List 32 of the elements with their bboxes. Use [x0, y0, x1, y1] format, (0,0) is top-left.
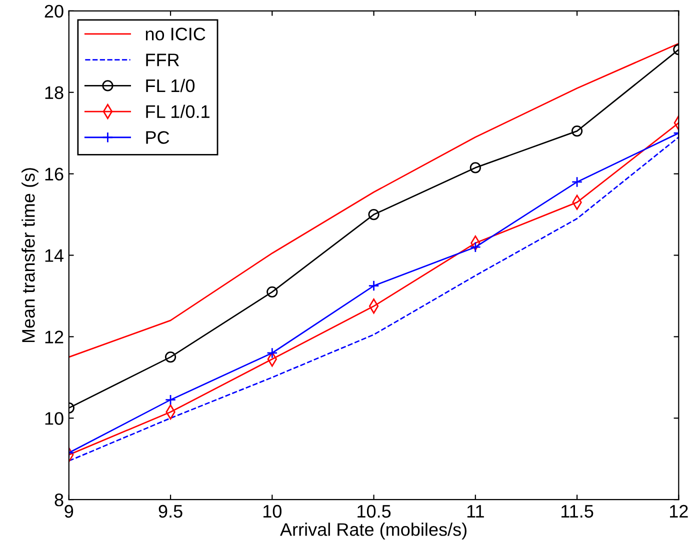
y-tick-label: 18: [45, 86, 64, 100]
legend-label: FL 1/0: [146, 78, 195, 92]
y-tick-label: 20: [44, 4, 64, 18]
point: [571, 176, 583, 188]
legend-label: PC: [146, 131, 170, 144]
point: [571, 125, 583, 137]
legend-label: FFR: [146, 54, 179, 66]
legend-label: FL 1/0.1: [146, 104, 210, 118]
point: [266, 347, 278, 359]
x-axis-title: Arrival Rate (mobiles/s): [280, 522, 466, 540]
x-tick-label: 11: [467, 505, 484, 518]
x-tick-label: 9.5: [158, 504, 182, 518]
x-tick-label: 11.5: [562, 505, 594, 518]
x-tick-label: 10.5: [358, 504, 391, 518]
point: [470, 162, 481, 174]
y-tick-label: 10: [45, 412, 64, 425]
point: [470, 242, 481, 253]
point: [368, 208, 380, 220]
x-tick-label: 10: [263, 504, 282, 518]
line-series: [68, 42, 679, 358]
x-tick-label: 9: [64, 504, 74, 518]
point: [368, 280, 380, 292]
y-tick-label: 12: [45, 330, 64, 344]
point: [164, 394, 176, 406]
legend-label: no ICIC: [146, 28, 206, 40]
y-tick-label: 8: [54, 494, 64, 506]
y-tick-label: 14: [45, 249, 64, 262]
x-tick-label: 12: [670, 504, 688, 518]
y-tick-label: 16: [45, 168, 64, 181]
point: [266, 286, 278, 298]
y-axis-title: Mean transfer time (s): [22, 168, 38, 342]
point: [164, 352, 176, 363]
